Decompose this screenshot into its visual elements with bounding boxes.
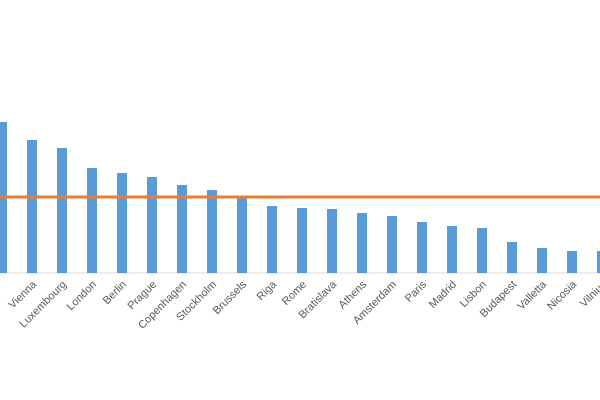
bar [597, 251, 600, 273]
x-tick-label: Berlin [101, 279, 129, 307]
bar [417, 222, 427, 273]
bar [537, 248, 547, 273]
x-tick-label: Valletta [515, 278, 549, 312]
bar [57, 148, 67, 273]
bar [477, 228, 487, 273]
x-tick-label: Madrid [427, 279, 459, 311]
x-tick-label: Brussels [211, 278, 250, 317]
bar [327, 209, 337, 273]
x-tick-label: Riga [255, 278, 280, 303]
bar [27, 140, 37, 273]
bar [87, 168, 97, 273]
x-tick-label: Nicosia [545, 278, 580, 313]
x-tick-label: Paris [403, 278, 430, 305]
bar [267, 206, 277, 273]
bar [237, 197, 247, 273]
bar [357, 213, 367, 273]
x-tick-label: London [65, 279, 99, 313]
bar [177, 185, 187, 273]
bar [567, 251, 577, 273]
bar [117, 173, 127, 273]
bar [447, 226, 457, 273]
bar [297, 208, 307, 273]
bar [207, 190, 217, 273]
x-tick-label: Vilnius [578, 278, 600, 310]
bar [507, 242, 517, 273]
bar [387, 216, 397, 273]
bar [147, 177, 157, 273]
